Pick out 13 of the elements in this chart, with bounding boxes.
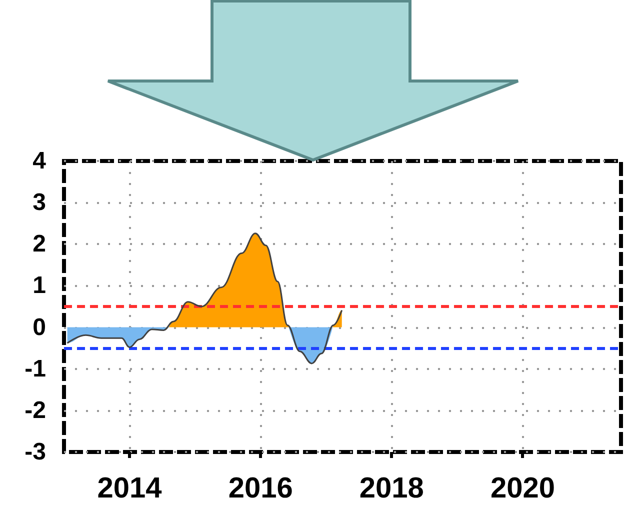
y-tick-label: -2 [24, 396, 46, 424]
x-tick-label: 2016 [228, 472, 293, 504]
y-tick-label: -3 [24, 438, 46, 466]
x-tick-label: 2020 [490, 472, 555, 504]
y-tick-label: 0 [32, 314, 46, 341]
y-tick-label: -1 [24, 355, 46, 382]
line-series [66, 232, 343, 364]
y-tick-label: 3 [32, 189, 46, 216]
x-tick-label: 2018 [359, 472, 424, 504]
y-tick-label: 4 [32, 148, 47, 174]
x-tick-label: 2014 [97, 472, 162, 504]
y-tick-label: 2 [32, 230, 46, 258]
y-tick-label: 1 [32, 272, 46, 300]
